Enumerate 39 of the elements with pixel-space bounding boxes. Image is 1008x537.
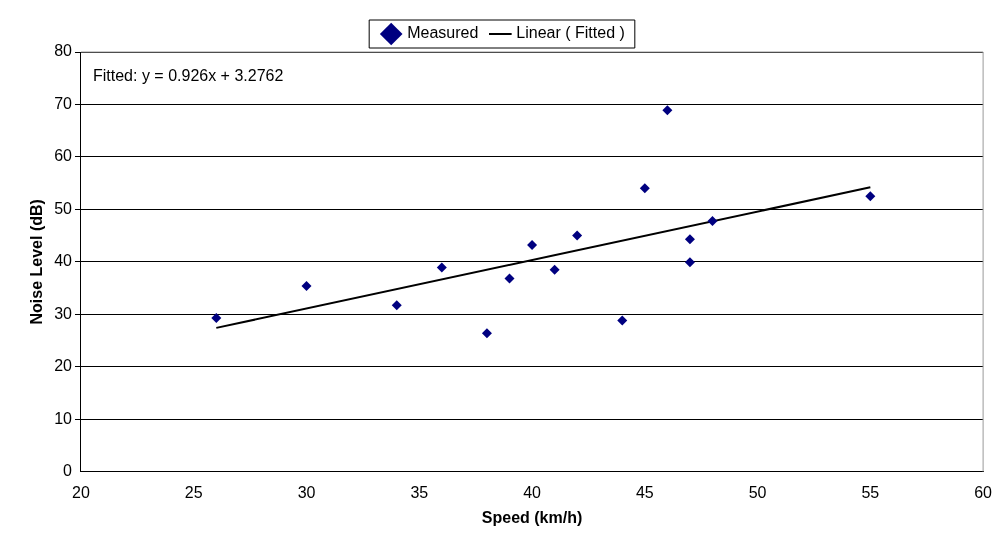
point xyxy=(481,328,492,339)
point xyxy=(211,312,222,323)
x-tick-label: 25 xyxy=(184,483,203,501)
y-axis-title: Noise Level (dB) xyxy=(28,199,46,325)
y-tick-label: 30 xyxy=(54,304,73,322)
x-tick-label: 50 xyxy=(748,483,767,501)
y-tick-label: 70 xyxy=(54,94,73,112)
x-tick-label: 55 xyxy=(861,483,880,501)
y-tick-label: 40 xyxy=(54,252,73,270)
point xyxy=(684,234,695,245)
y-tick-label: 10 xyxy=(54,409,73,427)
y-tick-label: 50 xyxy=(54,199,73,217)
point xyxy=(504,273,515,284)
x-tick-label: 45 xyxy=(635,483,654,501)
x-tick-label: 40 xyxy=(523,483,542,501)
x-tick-label: 30 xyxy=(297,483,316,501)
y-tick-label: 20 xyxy=(54,357,73,375)
point xyxy=(572,230,583,241)
point xyxy=(707,215,718,226)
x-tick-label: 60 xyxy=(974,483,993,501)
x-tick-label: 20 xyxy=(72,483,90,501)
x-axis-title: Speed (km/h) xyxy=(481,508,583,526)
y-tick-label: 60 xyxy=(54,147,73,165)
y-tick-label: 80 xyxy=(54,42,73,60)
point xyxy=(527,240,538,251)
point xyxy=(436,262,447,273)
legend-label: Linear ( Fitted ) xyxy=(516,24,625,42)
point xyxy=(391,300,402,311)
point xyxy=(865,191,876,202)
legend-label: Measured xyxy=(407,24,479,42)
point xyxy=(684,257,695,268)
point xyxy=(549,264,560,275)
y-tick-label: 0 xyxy=(63,462,73,480)
annotation: Fitted: y = 0.926x + 3.2762 xyxy=(93,67,284,85)
point xyxy=(617,315,628,326)
point xyxy=(639,183,650,194)
point xyxy=(662,105,673,116)
x-tick-label: 35 xyxy=(410,483,429,501)
point xyxy=(301,280,312,291)
